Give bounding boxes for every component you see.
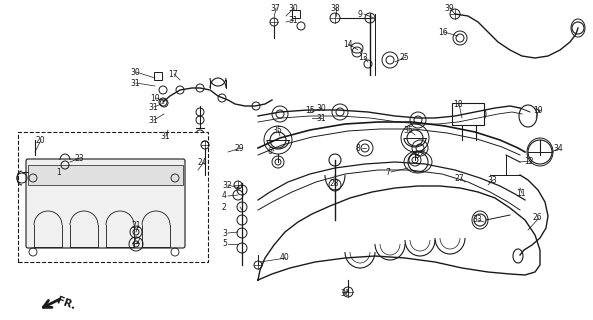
Text: 34: 34 [553,143,563,153]
Text: 27: 27 [455,173,465,182]
Bar [292,10,300,18]
Text: 35: 35 [272,125,282,134]
Bar [18,132,208,262]
Text: 9: 9 [358,10,363,19]
Text: 29: 29 [235,143,245,153]
Text: 24: 24 [198,157,208,166]
Text: 31: 31 [160,132,170,140]
Text: 5: 5 [222,239,227,249]
Text: 23: 23 [74,154,84,163]
Text: 7: 7 [385,167,390,177]
Text: 4: 4 [222,191,227,201]
Text: 6: 6 [268,147,273,156]
Text: 31: 31 [130,78,139,87]
Text: 31: 31 [148,116,158,124]
Text: 33: 33 [487,175,497,185]
Bar [28,165,183,185]
Text: 19: 19 [533,106,543,115]
Text: 36: 36 [340,290,350,299]
Text: 32: 32 [222,180,232,189]
Text: 1: 1 [56,167,60,177]
Text: 28: 28 [330,179,340,188]
Text: 8: 8 [415,150,420,159]
Text: 22: 22 [132,237,142,246]
Text: 31: 31 [316,114,326,123]
Text: 11: 11 [516,188,525,197]
Bar [452,103,484,125]
Text: 14: 14 [343,39,353,49]
Text: 38: 38 [330,4,340,12]
Text: 2: 2 [222,203,227,212]
Text: 20: 20 [35,135,44,145]
Text: 31: 31 [288,15,298,25]
Text: 26: 26 [533,213,543,222]
Text: 21: 21 [132,221,142,230]
Text: 12: 12 [524,156,534,165]
Text: 30: 30 [130,68,140,76]
Text: 13: 13 [358,52,368,61]
Text: 31: 31 [148,102,158,111]
Text: 8: 8 [356,143,361,153]
Text: 3: 3 [222,228,227,237]
Text: 35: 35 [403,125,413,134]
FancyBboxPatch shape [26,159,185,248]
Text: 17: 17 [168,69,178,78]
Text: 37: 37 [270,4,280,12]
Text: 30: 30 [316,103,326,113]
Text: 18: 18 [453,100,463,108]
Text: 40: 40 [280,253,290,262]
Text: 30: 30 [288,4,298,12]
Text: 10: 10 [150,93,160,102]
Text: FR.: FR. [55,295,76,311]
Text: 39: 39 [444,4,454,12]
Bar [154,72,162,80]
Text: 33: 33 [472,215,482,225]
Text: 15: 15 [305,106,315,115]
Text: 25: 25 [400,52,410,61]
Text: 16: 16 [438,28,448,36]
